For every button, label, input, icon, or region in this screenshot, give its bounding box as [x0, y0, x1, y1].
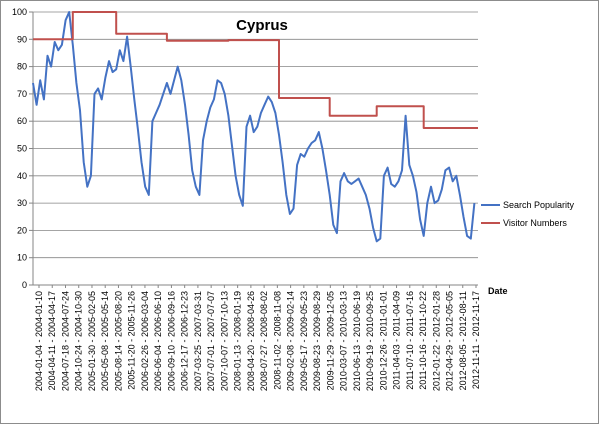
- x-tick-label: 2009-11-29 - 2009-12-05: [325, 291, 335, 390]
- x-tick-label: 2009-08-23 - 2009-08-29: [312, 291, 322, 391]
- legend: Search Popularity Visitor Numbers: [481, 200, 575, 228]
- x-tick-label: 2005-05-08 - 2005-05-14: [100, 291, 110, 391]
- x-tick-label: 2010-06-13 - 2010-06-19: [352, 291, 362, 391]
- y-tick-label: 100: [12, 7, 27, 17]
- x-tick-label: 2006-09-10 - 2006-09-16: [166, 291, 176, 391]
- x-tick-label: 2011-04-03 - 2011-04-09: [392, 291, 402, 390]
- x-tick-label: 2008-11-02 - 2008-11-08: [272, 291, 282, 390]
- x-tick-label: 2005-08-14 - 2005-08-20: [113, 291, 123, 391]
- x-tick-label: 2012-08-05 - 2012-08-11: [458, 291, 468, 390]
- x-tick-label: 2011-07-10 - 2011-07-16: [405, 291, 415, 390]
- y-tick-label: 0: [22, 280, 27, 290]
- x-tick-label: 2006-12-17 - 2006-12-23: [180, 291, 190, 391]
- y-tick-labels: 0 10 20 30 40 50 60 70 80 90 100: [12, 7, 27, 290]
- x-tick-label: 2011-10-16 - 2011-10-22: [418, 291, 428, 390]
- x-tick-label: 2007-03-25 - 2007-03-31: [193, 291, 203, 391]
- x-tick-label: 2008-01-13 - 2008-01-19: [233, 291, 243, 391]
- series-line-0: [32, 11, 476, 243]
- x-tick-label: 2012-01-22 - 2012-01-28: [431, 291, 441, 391]
- x-tick-label: 2004-01-04 - 2004-01-10: [34, 291, 44, 391]
- y-tick-label: 20: [17, 225, 27, 235]
- y-tick-label: 50: [17, 144, 27, 154]
- gridlines: [29, 11, 478, 286]
- x-tick-labels: 2004-01-04 - 2004-01-10 2004-04-11 - 2004…: [34, 285, 481, 391]
- x-tick-label: 2007-10-07 - 2007-10-13: [219, 291, 229, 391]
- y-tick-label: 10: [17, 253, 27, 263]
- y-tick-label: 80: [17, 62, 27, 72]
- series-lines: [32, 11, 478, 243]
- y-tick-label: 40: [17, 171, 27, 181]
- y-tick-label: 60: [17, 116, 27, 126]
- x-tick-label: 2004-10-24 - 2004-10-30: [74, 291, 84, 391]
- x-tick-label: 2010-09-19 - 2010-09-25: [365, 291, 375, 391]
- x-tick-label: 2010-12-26 - 2011-01-01: [378, 291, 388, 390]
- series-line-1: [33, 11, 478, 129]
- chart-title: Cyprus: [236, 17, 288, 34]
- x-tick-label: 2004-04-11 - 2004-04-17: [47, 291, 57, 390]
- y-tick-label: 70: [17, 89, 27, 99]
- y-tick-label: 30: [17, 198, 27, 208]
- x-tick-label: 2004-07-18 - 2004-07-24: [60, 291, 70, 391]
- x-tick-label: 2012-04-29 - 2012-05-05: [445, 291, 455, 391]
- x-tick-label: 2009-02-08 - 2009-02-14: [286, 291, 296, 391]
- x-tick-label: 2006-02-26 - 2006-03-04: [140, 291, 150, 391]
- x-axis-label: Date: [488, 286, 508, 296]
- x-tick-label: 2008-04-20 - 2008-04-26: [246, 291, 256, 391]
- x-tick-label: 2005-01-30 - 2005-02-05: [87, 291, 97, 391]
- legend-label: Visitor Numbers: [503, 218, 567, 228]
- x-tick-label: 2007-07-01 - 2007-07-07: [206, 291, 216, 391]
- y-tick-label: 90: [17, 34, 27, 44]
- x-tick-label: 2005-11-20 - 2005-11-26: [127, 291, 137, 390]
- x-tick-label: 2010-03-07 - 2010-03-13: [339, 291, 349, 391]
- x-tick-label: 2012-11-11 - 2012-11-17: [471, 291, 481, 389]
- x-tick-label: 2008-07-27 - 2008-08-02: [259, 291, 269, 391]
- legend-label: Search Popularity: [503, 200, 575, 210]
- x-tick-label: 2006-06-04 - 2006-06-10: [153, 291, 163, 391]
- x-tick-label: 2009-05-17 - 2009-05-23: [299, 291, 309, 391]
